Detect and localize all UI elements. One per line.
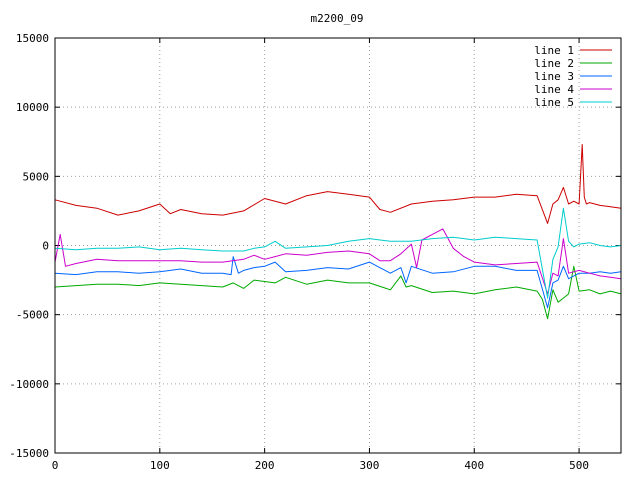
y-tick-label: 10000 <box>16 101 49 114</box>
y-tick-label: 0 <box>42 240 49 253</box>
series-lines <box>54 144 622 320</box>
y-tick-label: -5000 <box>16 309 49 322</box>
chart-title: m2200_09 <box>311 12 364 25</box>
legend-label: line 2 <box>534 57 574 70</box>
x-tick-label: 400 <box>464 459 484 472</box>
series-line-line-2 <box>54 265 622 320</box>
series-line-line-4 <box>54 228 622 295</box>
y-tick-label: -10000 <box>9 378 49 391</box>
x-tick-label: 0 <box>52 459 59 472</box>
x-tick-label: 500 <box>569 459 589 472</box>
legend-label: line 5 <box>534 96 574 109</box>
x-tick-label: 200 <box>255 459 275 472</box>
axis-ticks: -15000 -10000 -5000 0 5000 10000 15000 0 100 200 3… <box>9 32 621 472</box>
legend-label: line 3 <box>534 70 574 83</box>
x-tick-label: 300 <box>360 459 380 472</box>
y-tick-label: -15000 <box>9 447 49 460</box>
y-tick-label: 15000 <box>16 32 49 45</box>
plot-frame <box>54 37 622 454</box>
x-tick-label: 100 <box>150 459 170 472</box>
series-line-line-3 <box>54 256 622 309</box>
series-line-line-1 <box>54 144 622 224</box>
series-line-line-5 <box>54 207 622 299</box>
y-tick-label: 5000 <box>23 170 50 183</box>
legend-label: line 1 <box>534 44 574 57</box>
legend-label: line 4 <box>534 83 574 96</box>
